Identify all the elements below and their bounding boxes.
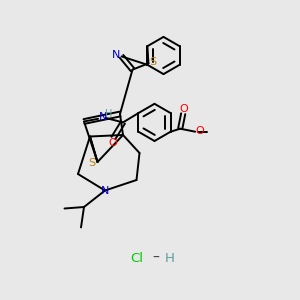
- Text: N: N: [98, 112, 107, 122]
- Text: H: H: [105, 109, 112, 119]
- Text: O: O: [195, 126, 204, 136]
- Text: O: O: [179, 104, 188, 114]
- Text: S: S: [149, 57, 156, 68]
- Text: N: N: [101, 186, 109, 196]
- Text: O: O: [108, 138, 117, 148]
- Text: Cl: Cl: [130, 251, 143, 265]
- Text: H: H: [165, 251, 174, 265]
- Text: –: –: [153, 251, 159, 265]
- Text: N: N: [112, 50, 120, 60]
- Text: S: S: [88, 158, 96, 169]
